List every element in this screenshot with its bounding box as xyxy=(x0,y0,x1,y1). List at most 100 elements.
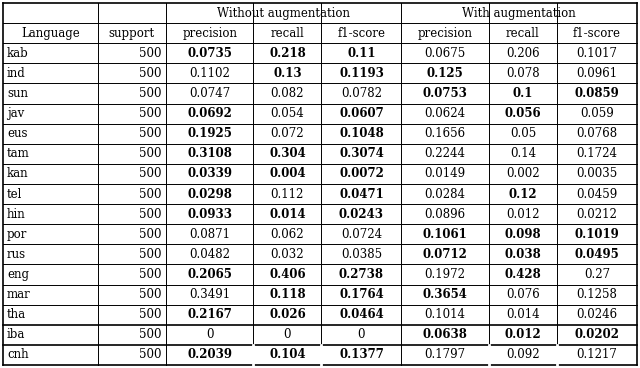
Text: 500: 500 xyxy=(140,67,162,80)
Text: 0.072: 0.072 xyxy=(271,127,304,140)
Text: 0.1017: 0.1017 xyxy=(577,47,618,60)
Text: 0.0712: 0.0712 xyxy=(423,248,468,261)
Text: 0.0471: 0.0471 xyxy=(339,188,384,201)
Text: 0.1724: 0.1724 xyxy=(577,147,618,160)
Text: 0.12: 0.12 xyxy=(509,188,537,201)
Text: 0.0149: 0.0149 xyxy=(424,167,466,180)
Text: eng: eng xyxy=(7,268,29,281)
Text: support: support xyxy=(109,26,155,40)
Text: 0.1014: 0.1014 xyxy=(425,308,466,321)
Text: hin: hin xyxy=(7,208,26,221)
Text: 0.0768: 0.0768 xyxy=(577,127,618,140)
Text: 0.062: 0.062 xyxy=(271,228,304,241)
Text: 0.012: 0.012 xyxy=(504,328,541,342)
Text: tha: tha xyxy=(7,308,26,321)
Text: 0.004: 0.004 xyxy=(269,167,306,180)
Text: 0: 0 xyxy=(206,328,213,342)
Text: 0.0961: 0.0961 xyxy=(577,67,618,80)
Text: 0.1377: 0.1377 xyxy=(339,348,384,361)
Text: 0.1102: 0.1102 xyxy=(189,67,230,80)
Text: 0.3491: 0.3491 xyxy=(189,288,230,301)
Text: 500: 500 xyxy=(140,167,162,180)
Text: 0.0246: 0.0246 xyxy=(577,308,618,321)
Text: recall: recall xyxy=(506,26,540,40)
Text: 0: 0 xyxy=(284,328,291,342)
Text: 500: 500 xyxy=(140,228,162,241)
Text: tam: tam xyxy=(7,147,29,160)
Text: 0.1048: 0.1048 xyxy=(339,127,384,140)
Text: kab: kab xyxy=(7,47,29,60)
Text: 0.0638: 0.0638 xyxy=(423,328,468,342)
Text: 0.0753: 0.0753 xyxy=(423,87,468,100)
Text: 0.1972: 0.1972 xyxy=(425,268,466,281)
Text: 0.0459: 0.0459 xyxy=(577,188,618,201)
Text: 500: 500 xyxy=(140,188,162,201)
Text: 0.14: 0.14 xyxy=(510,147,536,160)
Text: 0.0339: 0.0339 xyxy=(187,167,232,180)
Text: 0.056: 0.056 xyxy=(504,107,541,120)
Text: 0.1656: 0.1656 xyxy=(424,127,466,140)
Text: 0.13: 0.13 xyxy=(273,67,301,80)
Text: 0.054: 0.054 xyxy=(271,107,304,120)
Text: 0.038: 0.038 xyxy=(504,248,541,261)
Text: 0.2244: 0.2244 xyxy=(425,147,466,160)
Text: 500: 500 xyxy=(140,47,162,60)
Text: 0.112: 0.112 xyxy=(271,188,304,201)
Text: 0.0692: 0.0692 xyxy=(188,107,232,120)
Text: 500: 500 xyxy=(140,127,162,140)
Text: 500: 500 xyxy=(140,268,162,281)
Text: 500: 500 xyxy=(140,87,162,100)
Text: 0.1258: 0.1258 xyxy=(577,288,618,301)
Text: 0.27: 0.27 xyxy=(584,268,610,281)
Text: 0.1925: 0.1925 xyxy=(188,127,232,140)
Text: rus: rus xyxy=(7,248,26,261)
Text: 0.11: 0.11 xyxy=(348,47,376,60)
Text: 0.0202: 0.0202 xyxy=(575,328,620,342)
Text: 0.3654: 0.3654 xyxy=(423,288,468,301)
Text: 500: 500 xyxy=(140,208,162,221)
Text: 0.1: 0.1 xyxy=(513,87,533,100)
Text: 0.0385: 0.0385 xyxy=(341,248,382,261)
Text: 0.026: 0.026 xyxy=(269,308,306,321)
Text: 0.014: 0.014 xyxy=(269,208,306,221)
Text: 0.0298: 0.0298 xyxy=(188,188,232,201)
Text: 0.428: 0.428 xyxy=(504,268,541,281)
Text: iba: iba xyxy=(7,328,26,342)
Text: 0.082: 0.082 xyxy=(271,87,304,100)
Text: 0.3108: 0.3108 xyxy=(188,147,232,160)
Text: 500: 500 xyxy=(140,147,162,160)
Text: 0.014: 0.014 xyxy=(506,308,540,321)
Text: 0.0243: 0.0243 xyxy=(339,208,384,221)
Text: 0.125: 0.125 xyxy=(427,67,463,80)
Text: 0.0035: 0.0035 xyxy=(577,167,618,180)
Text: With augmentation: With augmentation xyxy=(462,7,576,20)
Text: 0.0782: 0.0782 xyxy=(341,87,382,100)
Text: 0.2167: 0.2167 xyxy=(188,308,232,321)
Text: 0.3074: 0.3074 xyxy=(339,147,384,160)
Text: 0.0933: 0.0933 xyxy=(187,208,232,221)
Text: 0.104: 0.104 xyxy=(269,348,306,361)
Text: sun: sun xyxy=(7,87,28,100)
Text: 0.05: 0.05 xyxy=(510,127,536,140)
Text: 0.406: 0.406 xyxy=(269,268,306,281)
Text: precision: precision xyxy=(418,26,473,40)
Text: 0.012: 0.012 xyxy=(506,208,540,221)
Text: 500: 500 xyxy=(140,328,162,342)
Text: 0.002: 0.002 xyxy=(506,167,540,180)
Text: 0.2065: 0.2065 xyxy=(188,268,232,281)
Text: mar: mar xyxy=(7,288,31,301)
Text: 0.032: 0.032 xyxy=(271,248,304,261)
Text: tel: tel xyxy=(7,188,22,201)
Text: 0.098: 0.098 xyxy=(504,228,541,241)
Text: Language: Language xyxy=(21,26,80,40)
Text: 0.1193: 0.1193 xyxy=(339,67,384,80)
Text: Without augmentation: Without augmentation xyxy=(217,7,350,20)
Text: precision: precision xyxy=(182,26,237,40)
Text: eus: eus xyxy=(7,127,28,140)
Text: por: por xyxy=(7,228,28,241)
Text: 0.0072: 0.0072 xyxy=(339,167,384,180)
Text: 0.1019: 0.1019 xyxy=(575,228,620,241)
Text: 0.0464: 0.0464 xyxy=(339,308,384,321)
Text: 0.0859: 0.0859 xyxy=(575,87,620,100)
Text: 0.0724: 0.0724 xyxy=(341,228,382,241)
